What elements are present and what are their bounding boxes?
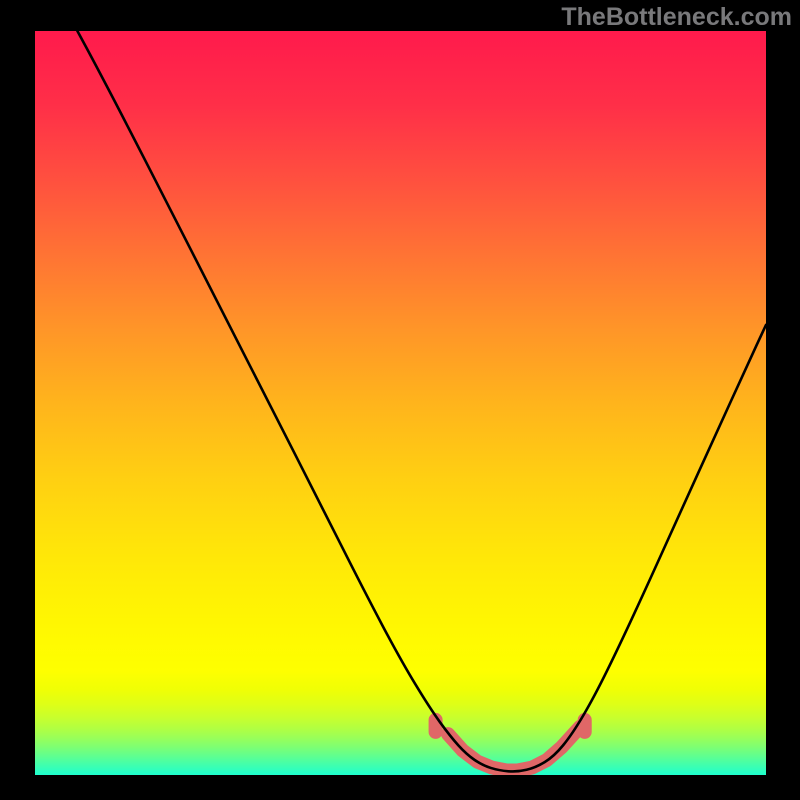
- chart-root: TheBottleneck.com: [0, 0, 800, 800]
- plot-background: [35, 31, 766, 775]
- watermark-label: TheBottleneck.com: [561, 3, 792, 32]
- chart-svg: [0, 0, 800, 800]
